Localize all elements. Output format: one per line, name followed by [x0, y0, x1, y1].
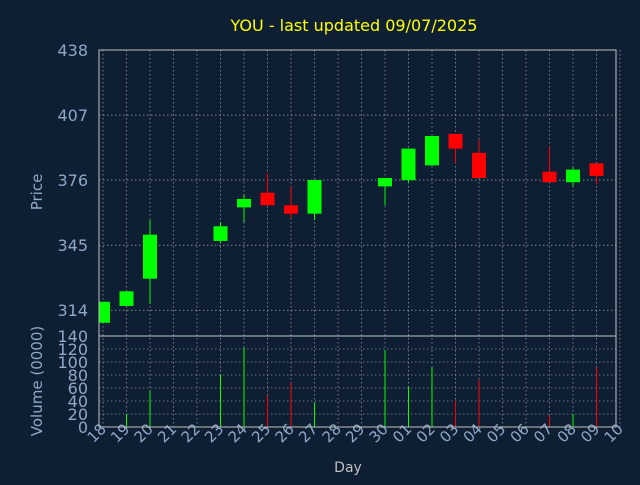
volume-panel-frame [98, 335, 617, 428]
x-tick-label: 22 [178, 420, 204, 446]
price-axis-label: Price [28, 174, 46, 211]
candle-body [284, 205, 298, 214]
volume-tick-label: 0 [78, 418, 88, 437]
x-axis-label: Day [334, 460, 362, 476]
x-tick-label: 05 [483, 420, 509, 446]
candle-body [260, 192, 275, 206]
x-tick-label: 28 [319, 420, 345, 446]
candle-body [566, 169, 580, 183]
price-tick-label: 407 [57, 106, 88, 125]
volume-tick-label: 80 [68, 366, 88, 385]
price-panel-frame [98, 49, 617, 337]
x-tick-label: 07 [530, 420, 556, 446]
volume-tick-label: 100 [57, 353, 88, 372]
candle-body [401, 148, 416, 181]
volume-tick-label: 20 [68, 405, 88, 424]
candle-body [448, 133, 463, 149]
volume-tick-label: 140 [57, 327, 88, 346]
x-tick-label: 27 [295, 420, 321, 446]
marks-layer [99, 133, 604, 427]
frame-layer [98, 49, 617, 428]
axis-layer: 4384073763453141401201008060402001819202… [57, 41, 626, 446]
candle-body [542, 171, 557, 183]
x-tick-label: 06 [507, 420, 533, 446]
price-tick-label: 345 [57, 236, 88, 255]
volume-tick-label: 120 [57, 340, 88, 359]
volume-tick-label: 60 [68, 379, 88, 398]
x-tick-label: 03 [436, 420, 462, 446]
chart-title: YOU - last updated 09/07/2025 [230, 16, 478, 35]
x-tick-label: 19 [107, 420, 133, 446]
candle-body [237, 198, 251, 208]
price-tick-label: 376 [57, 171, 88, 190]
x-tick-label: 10 [601, 420, 627, 446]
x-tick-label: 08 [554, 420, 580, 446]
x-tick-label: 23 [201, 420, 227, 446]
x-tick-label: 25 [248, 420, 274, 446]
x-tick-label: 01 [389, 420, 415, 446]
volume-axis-label: Volume (0000) [28, 326, 46, 436]
candle-body [99, 301, 110, 323]
candle-body [472, 152, 486, 178]
volume-tick-label: 40 [68, 392, 88, 411]
price-tick-label: 438 [57, 41, 88, 60]
candle-body [589, 163, 604, 176]
x-tick-label: 04 [460, 420, 486, 446]
x-tick-label: 21 [154, 420, 180, 446]
candle-body [119, 291, 134, 306]
candle-body [378, 177, 392, 187]
x-tick-label: 20 [131, 420, 157, 446]
candle-body [425, 136, 439, 166]
x-tick-label: 24 [225, 420, 251, 446]
candle-body [213, 226, 228, 241]
grid-layer [99, 49, 621, 428]
x-tick-label: 30 [366, 420, 392, 446]
x-tick-label: 02 [413, 420, 439, 446]
candle-body [307, 180, 322, 214]
candle-body [143, 234, 157, 279]
x-tick-label: 26 [272, 420, 298, 446]
x-tick-label: 09 [577, 420, 603, 446]
x-tick-label: 29 [342, 420, 368, 446]
price-tick-label: 314 [57, 301, 88, 320]
